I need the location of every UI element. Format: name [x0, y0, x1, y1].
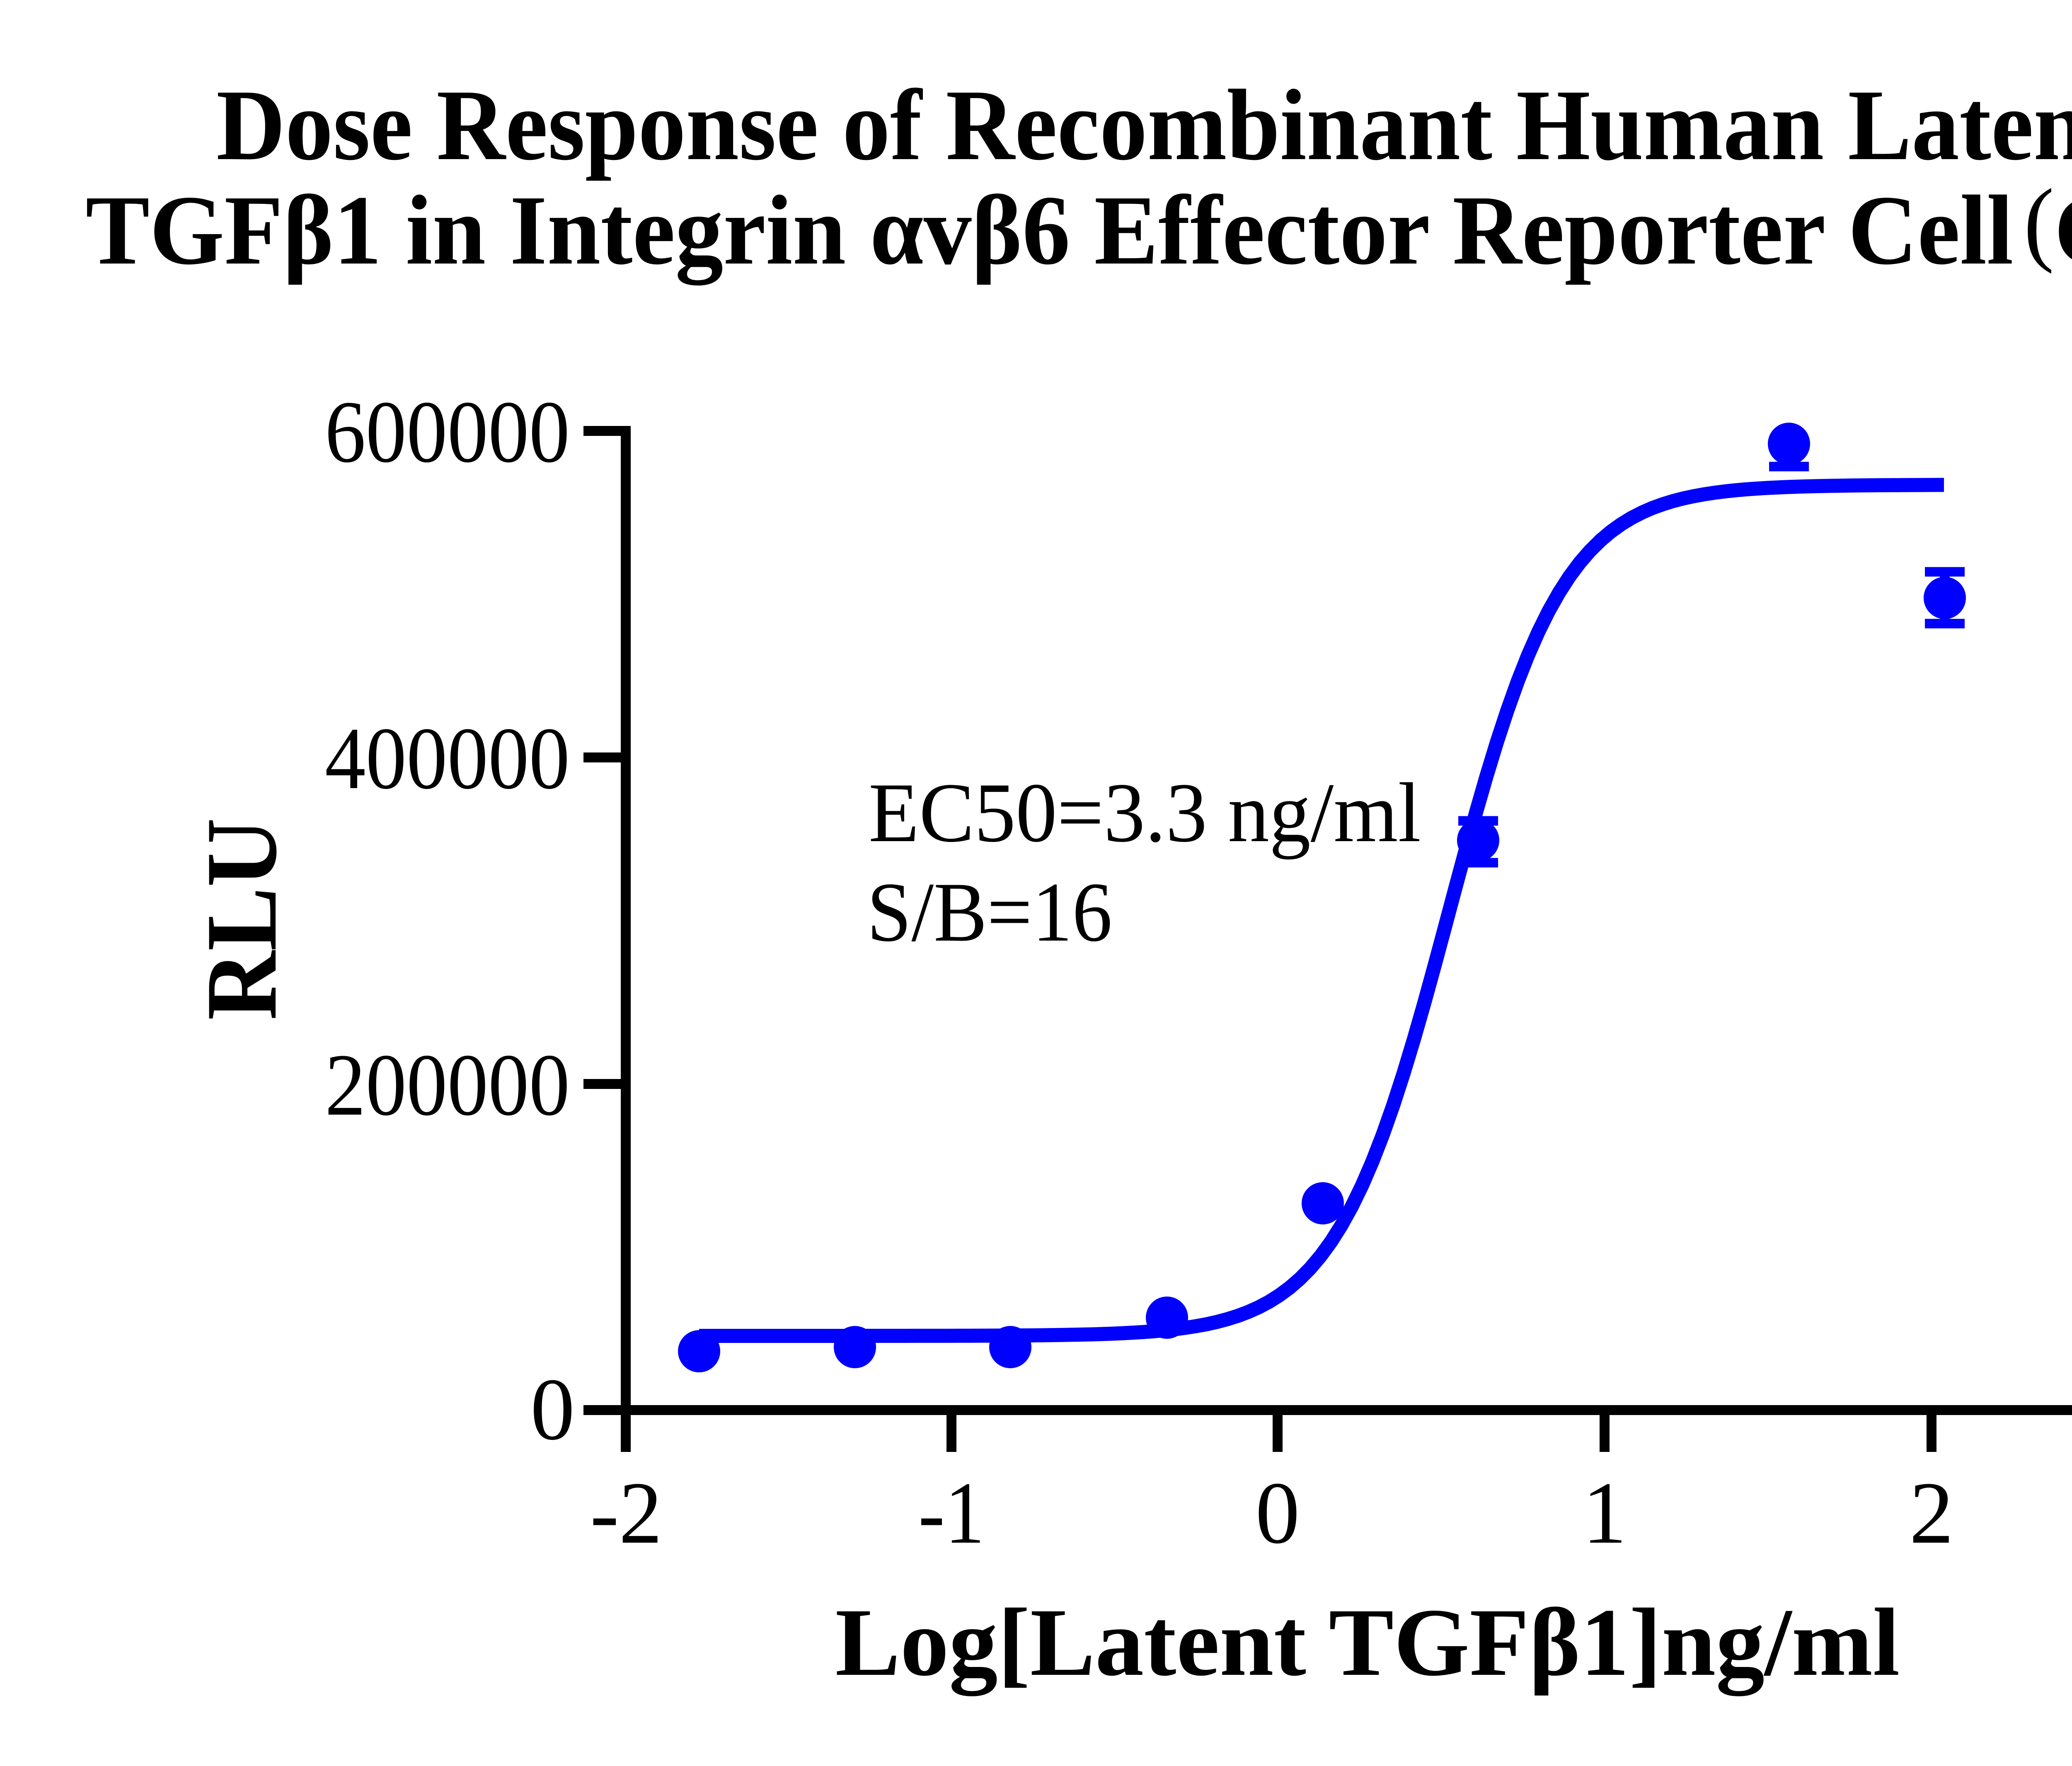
svg-text:-1: -1	[918, 1464, 985, 1562]
svg-text:0: 0	[530, 1360, 575, 1459]
svg-text:600000: 600000	[325, 383, 570, 481]
svg-text:1: 1	[1583, 1464, 1627, 1562]
svg-text:EC50=3.3 ng/ml: EC50=3.3 ng/ml	[869, 766, 1421, 860]
svg-text:0: 0	[1256, 1464, 1300, 1562]
svg-text:-2: -2	[590, 1464, 662, 1562]
svg-text:400000: 400000	[325, 709, 570, 808]
svg-text:Dose Response of Recombinant H: Dose Response of Recombinant Human Laten…	[216, 69, 2072, 181]
svg-text:2: 2	[1910, 1464, 1954, 1562]
svg-text:200000: 200000	[325, 1036, 570, 1134]
svg-text:S/B=16: S/B=16	[867, 865, 1112, 959]
svg-text:Log[Latent TGFβ1]ng/ml: Log[Latent TGFβ1]ng/ml	[835, 1588, 1900, 1696]
svg-text:TGFβ1 in Integrin αvβ6 Effecto: TGFβ1 in Integrin αvβ6 Effector Reporter…	[86, 170, 2072, 285]
svg-text:RLU: RLU	[185, 818, 298, 1020]
